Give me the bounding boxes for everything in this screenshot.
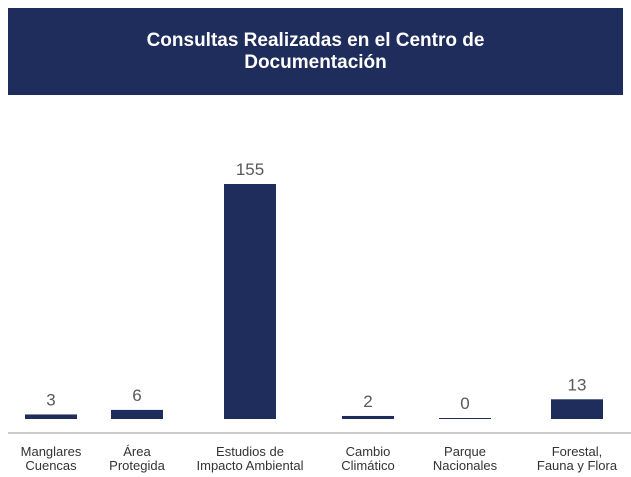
value-label: 155 xyxy=(236,160,264,179)
bar xyxy=(439,418,491,419)
x-tick-label: Manglares Cuencas xyxy=(20,444,82,473)
bar xyxy=(224,184,276,419)
x-tick-label: Área Protegida xyxy=(109,444,165,473)
bar xyxy=(25,414,77,419)
x-tick-label: Estudios de Impacto Ambiental xyxy=(196,444,304,473)
x-tick-label: Forestal, Fauna y Flora xyxy=(536,444,618,473)
x-tick-label: Parque Nacionales xyxy=(432,444,498,473)
value-label: 6 xyxy=(132,386,141,405)
bar xyxy=(551,399,603,419)
bar xyxy=(342,415,394,419)
chart-title: Consultas Realizadas en el Centro de Doc… xyxy=(146,29,485,73)
value-label: 3 xyxy=(46,390,55,409)
value-label: 2 xyxy=(363,392,372,411)
title-banner: Consultas Realizadas en el Centro de Doc… xyxy=(8,8,623,95)
value-label: 13 xyxy=(568,375,587,394)
value-label: 0 xyxy=(460,394,469,413)
x-tick-label: Cambio Climático xyxy=(341,444,395,473)
bar xyxy=(111,409,163,419)
